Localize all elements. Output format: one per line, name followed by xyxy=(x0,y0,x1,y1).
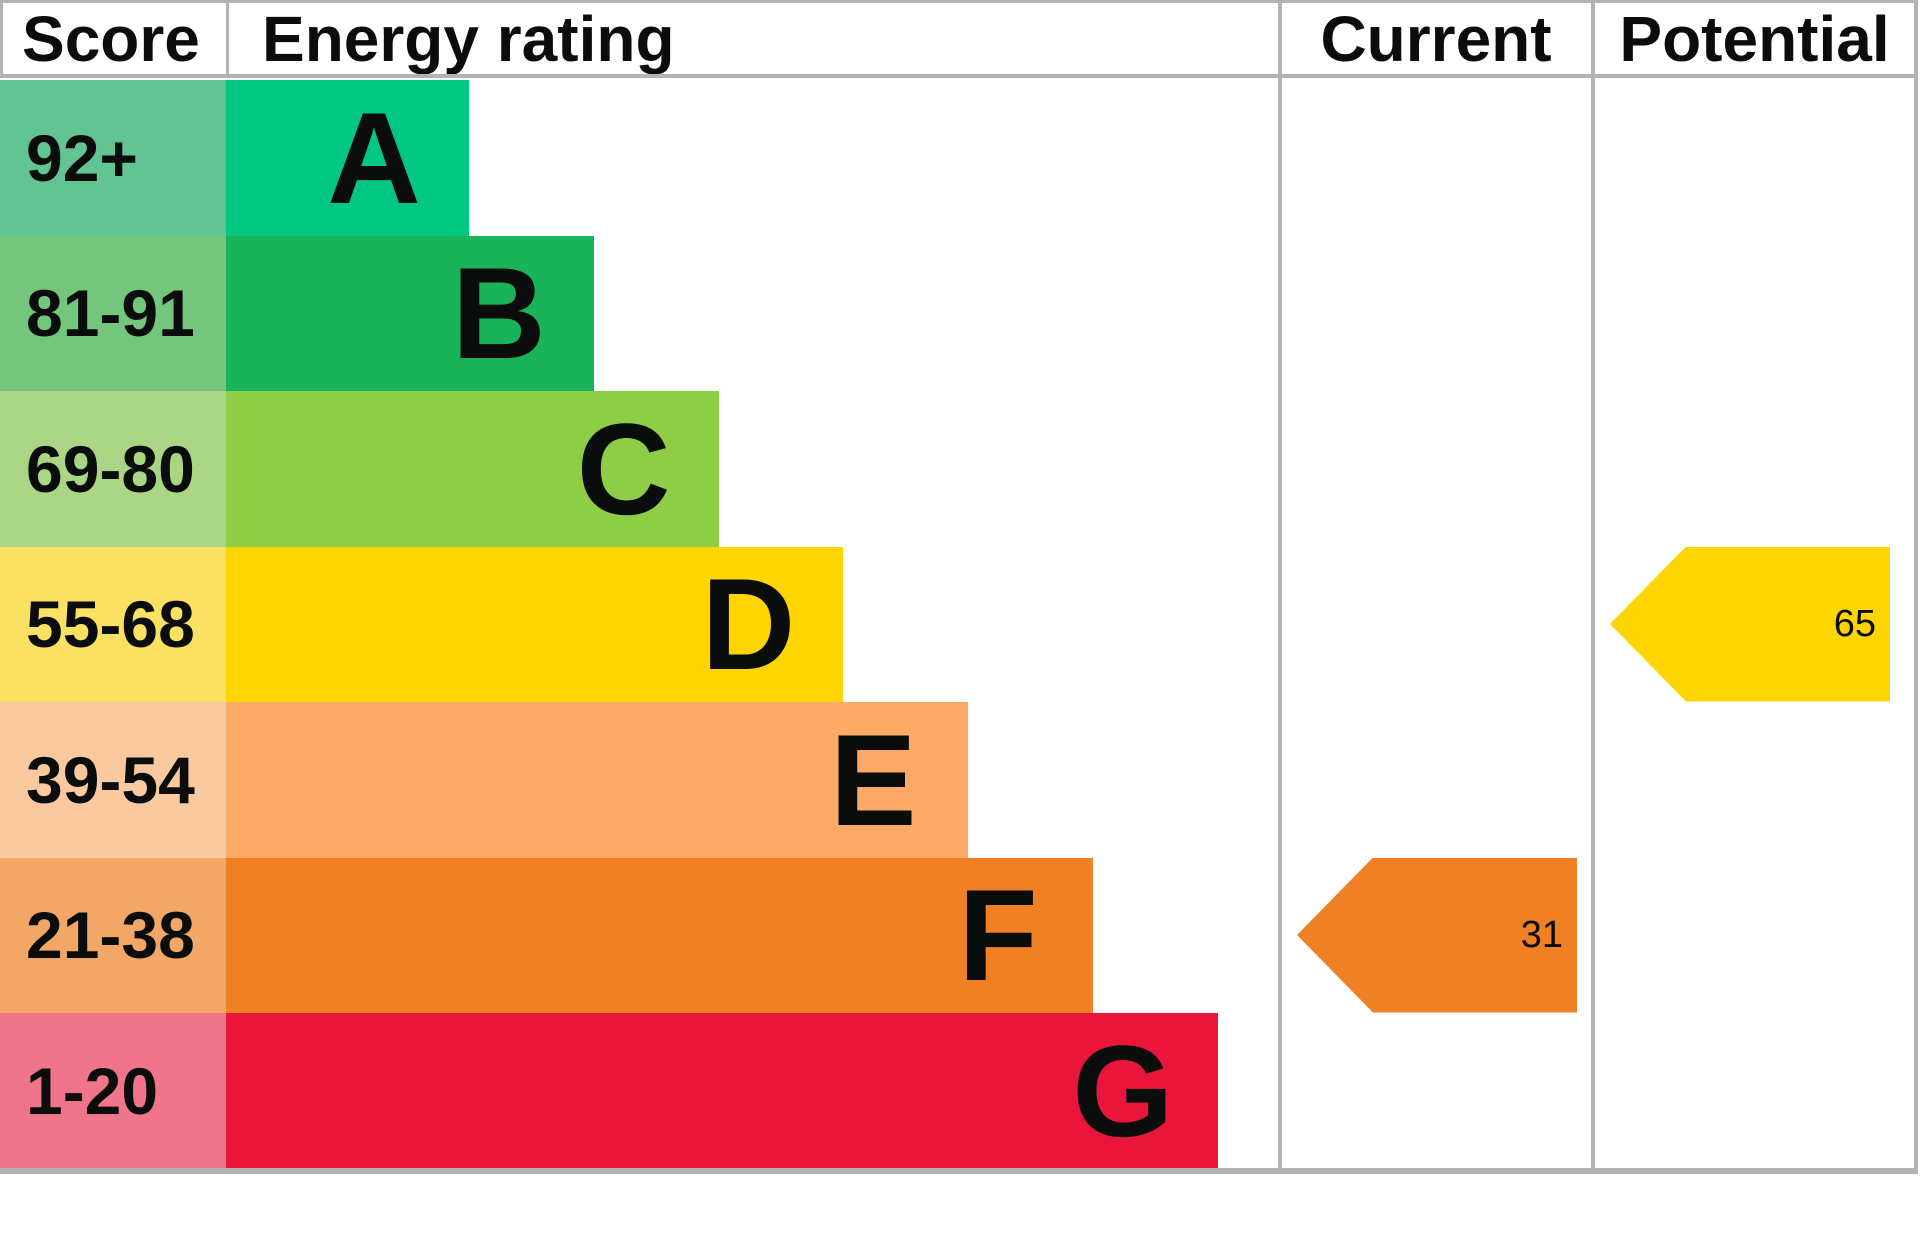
energy-band-bar-c: C xyxy=(226,391,719,547)
score-range-label: 81-91 xyxy=(26,276,195,351)
table-top-border xyxy=(0,0,1918,3)
energy-band-bar-a: A xyxy=(226,80,469,236)
score-range-label: 69-80 xyxy=(26,431,195,506)
table-bottom-border xyxy=(0,1168,1918,1174)
table-right-border xyxy=(1914,0,1918,1171)
score-range-label: 1-20 xyxy=(26,1053,159,1128)
energy-band-bar-g: G xyxy=(226,1013,1218,1169)
score-column-divider xyxy=(226,0,229,78)
score-range-cell-d: 55-68 xyxy=(0,546,226,702)
energy-band-letter: B xyxy=(451,240,546,387)
score-range-label: 55-68 xyxy=(26,587,195,662)
header-bottom-border xyxy=(0,74,1918,78)
energy-band-bar-e: E xyxy=(226,702,969,858)
potential-rating-arrow: 65 xyxy=(1610,546,1890,702)
energy-band-bar-b: B xyxy=(226,235,594,391)
header-current: Current xyxy=(1320,2,1552,75)
header-score: Score xyxy=(22,2,200,75)
score-range-cell-c: 69-80 xyxy=(0,391,226,547)
energy-band-bar-d: D xyxy=(226,546,844,702)
score-range-cell-g: 1-20 xyxy=(0,1013,226,1169)
score-range-label: 39-54 xyxy=(26,742,195,817)
header-energy-rating: Energy rating xyxy=(262,2,675,75)
header-left-border xyxy=(0,0,3,78)
current-rating-arrow: 31 xyxy=(1297,857,1577,1013)
energy-band-letter: D xyxy=(701,551,796,698)
energy-band-letter: C xyxy=(576,395,671,542)
current-column-divider xyxy=(1278,0,1282,1171)
potential-column-divider xyxy=(1591,0,1595,1171)
energy-band-letter: A xyxy=(327,84,421,231)
energy-band-letter: G xyxy=(1072,1017,1174,1164)
score-range-cell-b: 81-91 xyxy=(0,235,226,391)
energy-band-bar-f: F xyxy=(226,857,1093,1013)
header-potential: Potential xyxy=(1619,2,1890,75)
energy-band-letter: E xyxy=(829,706,917,853)
energy-band-letter: F xyxy=(958,862,1038,1009)
score-range-cell-f: 21-38 xyxy=(0,857,226,1013)
score-range-label: 21-38 xyxy=(26,898,195,973)
potential-rating-value: 65 xyxy=(1833,603,1876,645)
current-rating-value: 31 xyxy=(1520,914,1563,956)
score-range-label: 92+ xyxy=(26,120,138,195)
score-range-cell-a: 92+ xyxy=(0,80,226,236)
score-range-cell-e: 39-54 xyxy=(0,702,226,858)
